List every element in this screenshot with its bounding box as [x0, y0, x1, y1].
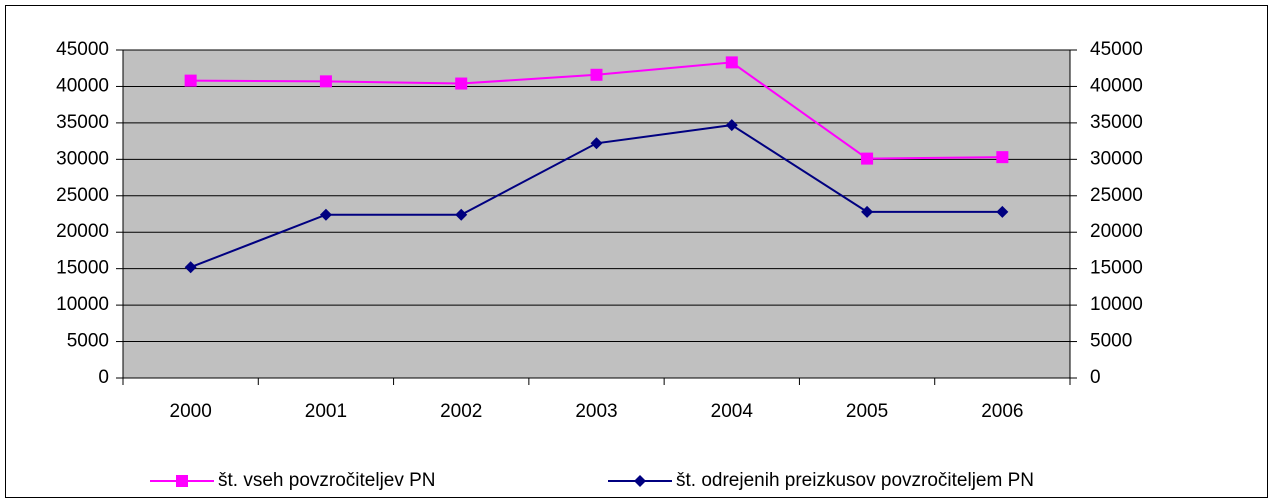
y2-tick-label: 5000 — [1090, 331, 1132, 352]
y-tick-label: 25000 — [56, 185, 109, 206]
data-point — [184, 74, 197, 87]
data-point — [455, 208, 468, 221]
x-tick-label: 2001 — [305, 401, 347, 422]
y2-tick-label: 45000 — [1090, 39, 1143, 60]
y2-tick-label: 25000 — [1090, 185, 1143, 206]
y2-tick-label: 0 — [1090, 367, 1101, 388]
y-tick-label: 35000 — [56, 112, 109, 133]
x-tick-label: 2003 — [575, 401, 617, 422]
data-point — [996, 205, 1009, 218]
legend-label: št. vseh povzročiteljev PN — [218, 470, 436, 491]
x-tick-label: 2005 — [846, 401, 888, 422]
y-tick-label: 20000 — [56, 221, 109, 242]
y2-tick-label: 20000 — [1090, 221, 1143, 242]
x-tick-label: 2004 — [711, 401, 754, 422]
y-tick-label: 5000 — [67, 331, 109, 352]
data-point — [184, 261, 197, 274]
data-point — [590, 68, 603, 81]
x-tick-label: 2000 — [170, 401, 212, 422]
y-tick-label: 10000 — [56, 294, 109, 315]
data-point — [861, 152, 874, 165]
data-point — [590, 137, 603, 150]
y-tick-label: 30000 — [56, 148, 109, 169]
y-tick-label: 45000 — [56, 39, 109, 60]
y-tick-label: 40000 — [56, 75, 109, 96]
legend-marker — [634, 475, 646, 487]
y-tick-label: 0 — [98, 367, 109, 388]
x-tick-label: 2006 — [981, 401, 1023, 422]
y-tick-label: 15000 — [56, 258, 109, 279]
y2-tick-label: 15000 — [1090, 258, 1143, 279]
x-tick-label: 2002 — [440, 401, 482, 422]
y2-tick-label: 40000 — [1090, 75, 1143, 96]
y2-tick-label: 30000 — [1090, 148, 1143, 169]
plot-area — [123, 50, 1070, 378]
data-point — [455, 77, 468, 90]
data-point — [319, 208, 332, 221]
data-point — [861, 205, 874, 218]
y2-tick-label: 10000 — [1090, 294, 1143, 315]
data-point — [996, 151, 1009, 164]
legend-label: št. odrejenih preizkusov povzročiteljem … — [676, 470, 1034, 491]
data-point — [319, 75, 332, 88]
data-point — [725, 56, 738, 69]
legend-marker — [176, 475, 188, 487]
data-point — [725, 119, 738, 132]
y2-tick-label: 35000 — [1090, 112, 1143, 133]
